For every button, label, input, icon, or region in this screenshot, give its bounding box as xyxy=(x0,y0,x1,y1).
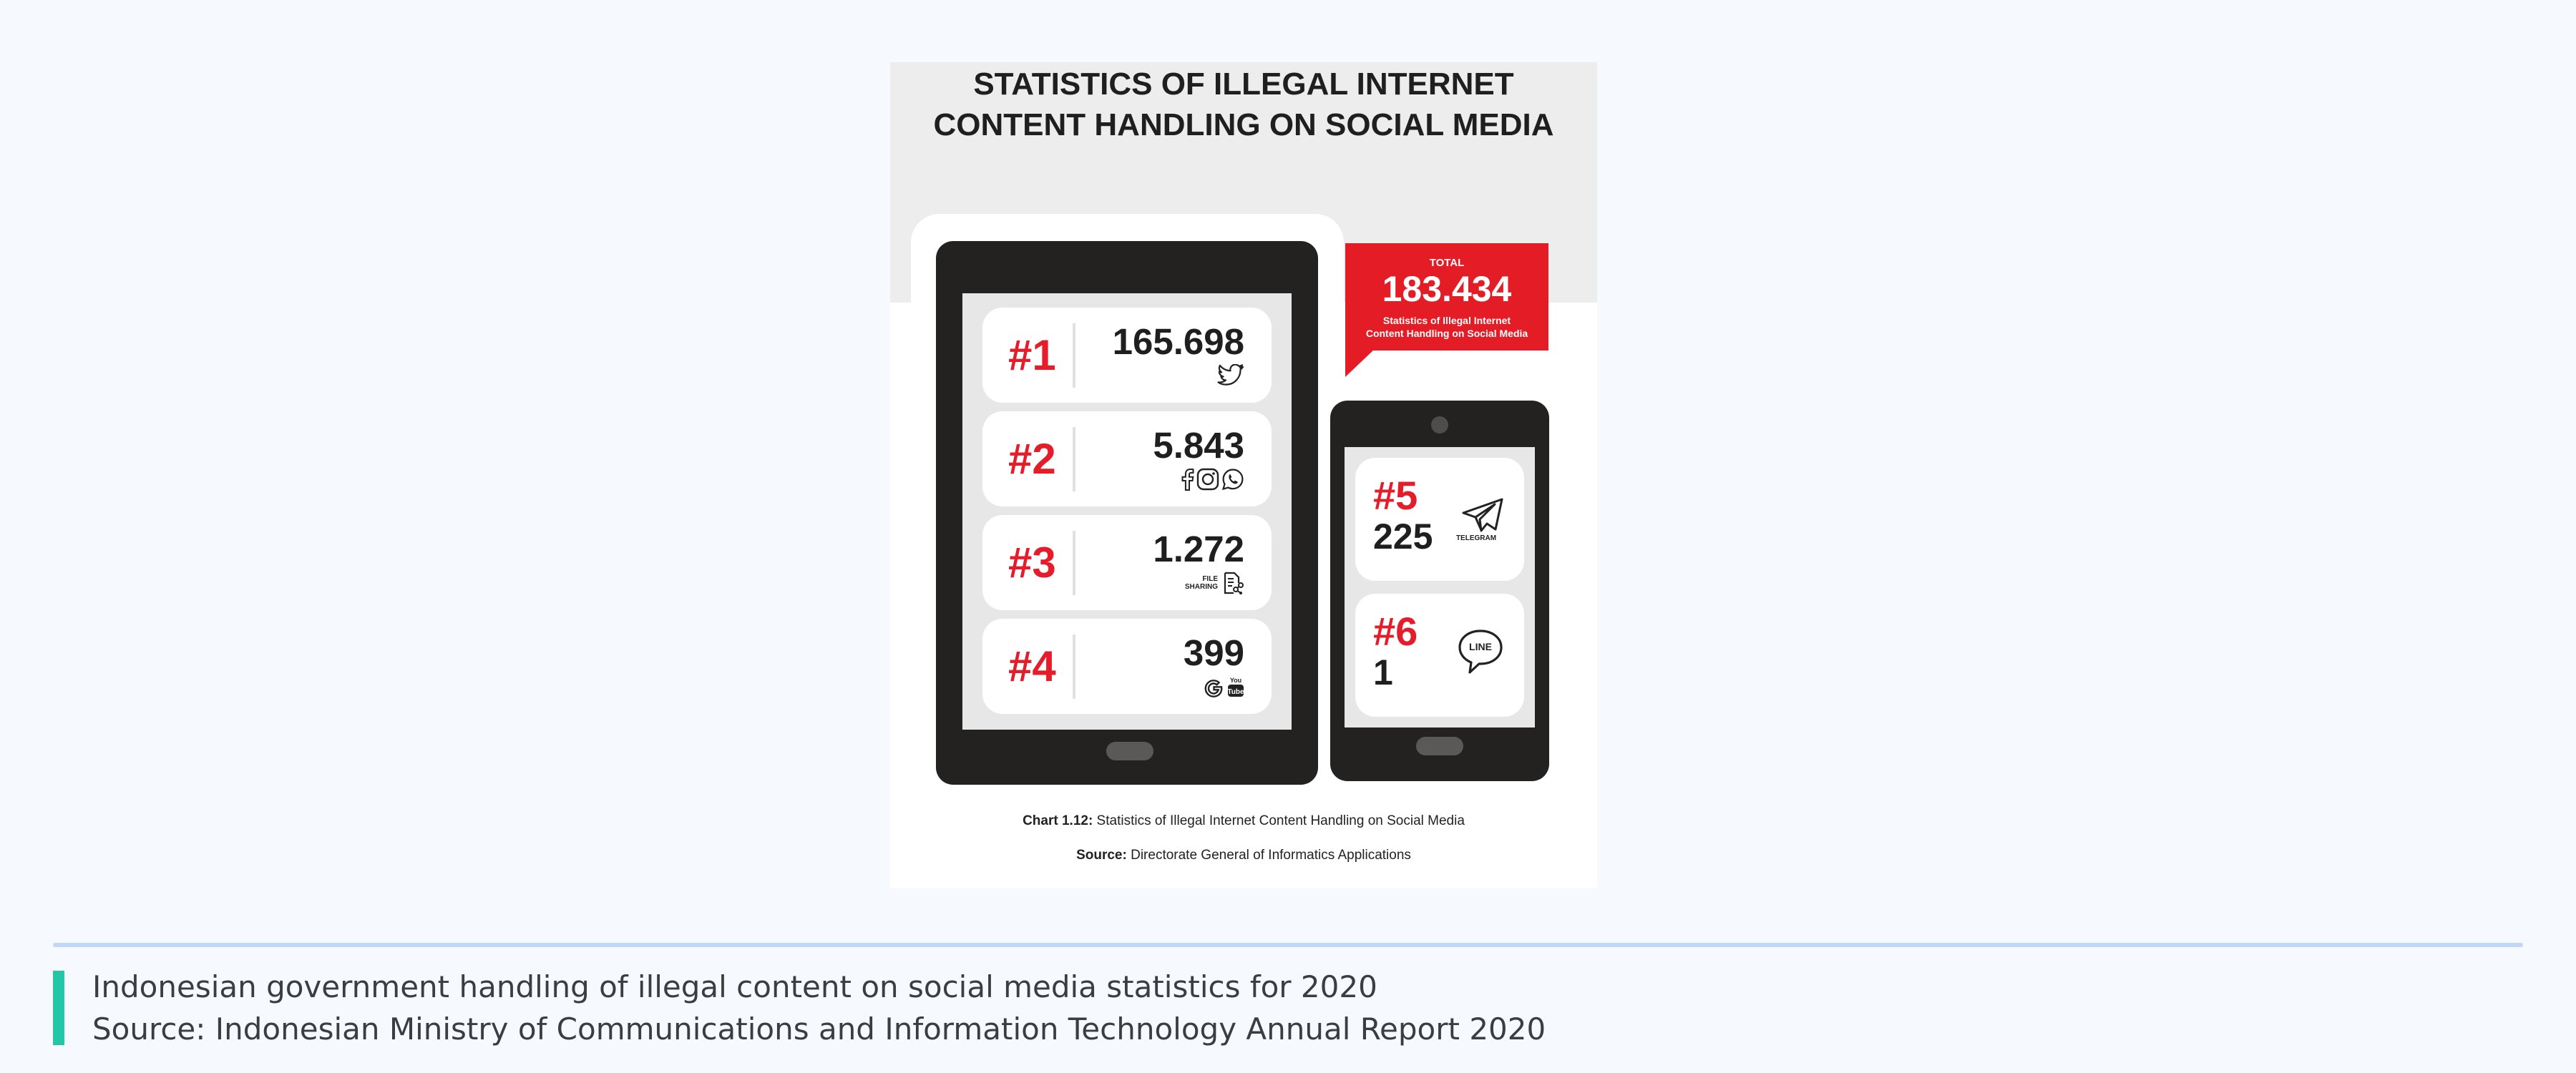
svg-text:Tube: Tube xyxy=(1227,688,1244,696)
rank-label: #4 xyxy=(1008,642,1056,690)
facebook-icon xyxy=(1181,468,1194,491)
quote-accent-bar xyxy=(53,971,64,1045)
source-text: Directorate General of Informatics Appli… xyxy=(1126,848,1411,863)
card-divider xyxy=(1073,635,1075,699)
rank-card-1: #1 165.698 xyxy=(982,308,1272,403)
phone-screen: #5 225 TELEGRAM #6 1 LINE xyxy=(1345,447,1535,727)
phone-home-button xyxy=(1416,737,1463,755)
total-description: Statistics of Illegal Internet Content H… xyxy=(1365,315,1528,339)
twitter-icon xyxy=(1217,364,1244,386)
phone-camera xyxy=(1431,416,1448,433)
youtube-icon: You Tube xyxy=(1227,677,1244,697)
rank-value: 5.843 xyxy=(1153,425,1244,466)
infographic-image: STATISTICS OF ILLEGAL INTERNET CONTENT H… xyxy=(890,62,1597,888)
platform-icons xyxy=(1217,364,1244,387)
rank-card-4: #4 399 You Tube xyxy=(982,619,1272,714)
rank-value: 399 xyxy=(1183,632,1244,673)
chart-caption: Chart 1.12: Statistics of Illegal Intern… xyxy=(890,813,1597,830)
rank-label: #6 xyxy=(1373,609,1418,654)
rank-card-2: #2 5.843 xyxy=(982,411,1272,506)
telegram-label: TELEGRAM xyxy=(1455,534,1497,542)
phone-device: #5 225 TELEGRAM #6 1 LINE xyxy=(1330,401,1549,781)
chart-caption-text: Statistics of Illegal Internet Content H… xyxy=(1093,813,1465,828)
total-label: TOTAL xyxy=(1429,257,1465,269)
section-divider xyxy=(53,943,2523,947)
file-sharing-icon xyxy=(1224,572,1244,594)
instagram-icon xyxy=(1196,468,1219,491)
infographic-title: STATISTICS OF ILLEGAL INTERNET CONTENT H… xyxy=(933,67,1554,142)
svg-text:You: You xyxy=(1230,677,1241,684)
total-value: 183.434 xyxy=(1382,269,1512,309)
svg-text:LINE: LINE xyxy=(1469,641,1492,652)
rank-card-3: #3 1.272 FILE SHARING xyxy=(982,515,1272,610)
platform-icons: You Tube xyxy=(1202,675,1244,698)
card-divider xyxy=(1073,323,1075,388)
source-label: Source: xyxy=(1076,848,1127,863)
rank-label: #3 xyxy=(1008,539,1056,587)
rank-value: 1 xyxy=(1373,652,1393,692)
card-divider xyxy=(1073,531,1075,595)
telegram-icon xyxy=(1462,498,1503,532)
tablet-home-button xyxy=(1106,742,1153,760)
total-callout: TOTAL 183.434 Statistics of Illegal Inte… xyxy=(1345,243,1548,351)
whatsapp-icon xyxy=(1221,469,1244,491)
tablet-screen: #1 165.698 #2 5.843 xyxy=(962,293,1292,730)
line-icon: LINE xyxy=(1458,629,1503,674)
rank-label: #2 xyxy=(1008,435,1056,483)
rank-value: 1.272 xyxy=(1153,529,1244,569)
chart-source: Source: Directorate General of Informati… xyxy=(890,847,1597,864)
file-sharing-label: FILE SHARING xyxy=(1184,575,1218,591)
platform-icons xyxy=(1180,468,1244,491)
rank-card-5: #5 225 TELEGRAM xyxy=(1355,458,1524,581)
platform-icons: FILE SHARING xyxy=(1185,572,1244,594)
rank-value: 225 xyxy=(1373,516,1433,557)
image-source: Source: Indonesian Ministry of Communica… xyxy=(92,1011,1546,1047)
rank-label: #1 xyxy=(1008,331,1056,379)
google-icon xyxy=(1204,680,1223,697)
rank-card-6: #6 1 LINE xyxy=(1355,594,1524,717)
rank-value: 165.698 xyxy=(1112,321,1244,362)
image-description: Indonesian government handling of illega… xyxy=(92,969,1377,1004)
callout-pointer xyxy=(1345,348,1375,377)
chart-number-label: Chart 1.12: xyxy=(1023,813,1093,828)
tablet-device: #1 165.698 #2 5.843 xyxy=(936,241,1318,785)
card-divider xyxy=(1073,427,1075,491)
rank-label: #5 xyxy=(1373,473,1418,518)
